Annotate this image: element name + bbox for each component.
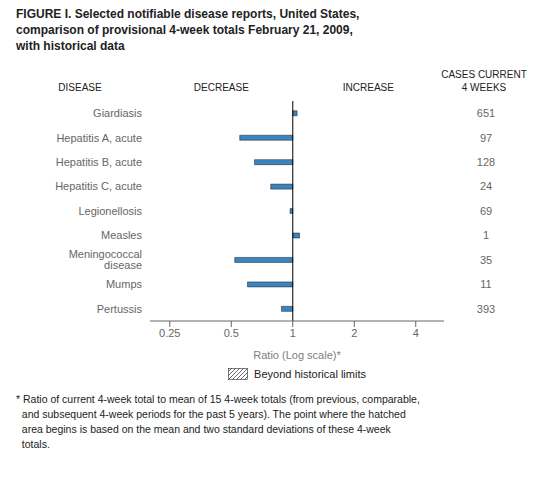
html-text:CASES CURRENT 4 WEEKS: CASES CURRENT 4 WEEKS bbox=[441, 69, 527, 93]
html-text:Beyond historical limits: Beyond historical limits bbox=[254, 368, 366, 380]
html-text:DECREASE: DECREASE bbox=[193, 82, 249, 93]
svg-text:69: 69 bbox=[480, 205, 492, 217]
svg-text:1: 1 bbox=[483, 229, 489, 241]
html-text:FIGURE I. Selected notifiable: FIGURE I. Selected notifiable disease re… bbox=[16, 7, 360, 53]
svg-text:Mumps: Mumps bbox=[106, 278, 143, 290]
html-text:INCREASE: INCREASE bbox=[342, 82, 394, 93]
svg-text:Ratio (Log scale)*: Ratio (Log scale)* bbox=[253, 349, 341, 361]
html-text:* Ratio of current 4-week tota: * Ratio of current 4-week total to mean … bbox=[16, 393, 420, 450]
svg-text:Measles: Measles bbox=[101, 229, 142, 241]
svg-text:2: 2 bbox=[351, 327, 357, 339]
svg-text:Legionellosis: Legionellosis bbox=[78, 205, 142, 217]
html-text:DISEASE: DISEASE bbox=[58, 82, 102, 93]
svg-text:1: 1 bbox=[290, 327, 296, 339]
svg-text:393: 393 bbox=[477, 303, 495, 315]
svg-text:651: 651 bbox=[477, 107, 495, 119]
svg-text:Meningococcaldisease: Meningococcaldisease bbox=[69, 248, 142, 271]
svg-text:24: 24 bbox=[480, 180, 492, 192]
svg-text:Giardiasis: Giardiasis bbox=[93, 107, 142, 119]
svg-text:97: 97 bbox=[480, 132, 492, 144]
svg-text:11: 11 bbox=[480, 278, 491, 290]
svg-text:Hepatitis B, acute: Hepatitis B, acute bbox=[56, 156, 142, 168]
svg-text:Hepatitis A, acute: Hepatitis A, acute bbox=[56, 132, 142, 144]
svg-text:Pertussis: Pertussis bbox=[97, 303, 143, 315]
svg-text:0.25: 0.25 bbox=[159, 327, 180, 339]
svg-text:Hepatitis C, acute: Hepatitis C, acute bbox=[55, 180, 142, 192]
svg-text:35: 35 bbox=[480, 254, 492, 266]
svg-text:128: 128 bbox=[477, 156, 495, 168]
svg-text:4: 4 bbox=[413, 327, 419, 339]
svg-text:0.5: 0.5 bbox=[224, 327, 239, 339]
